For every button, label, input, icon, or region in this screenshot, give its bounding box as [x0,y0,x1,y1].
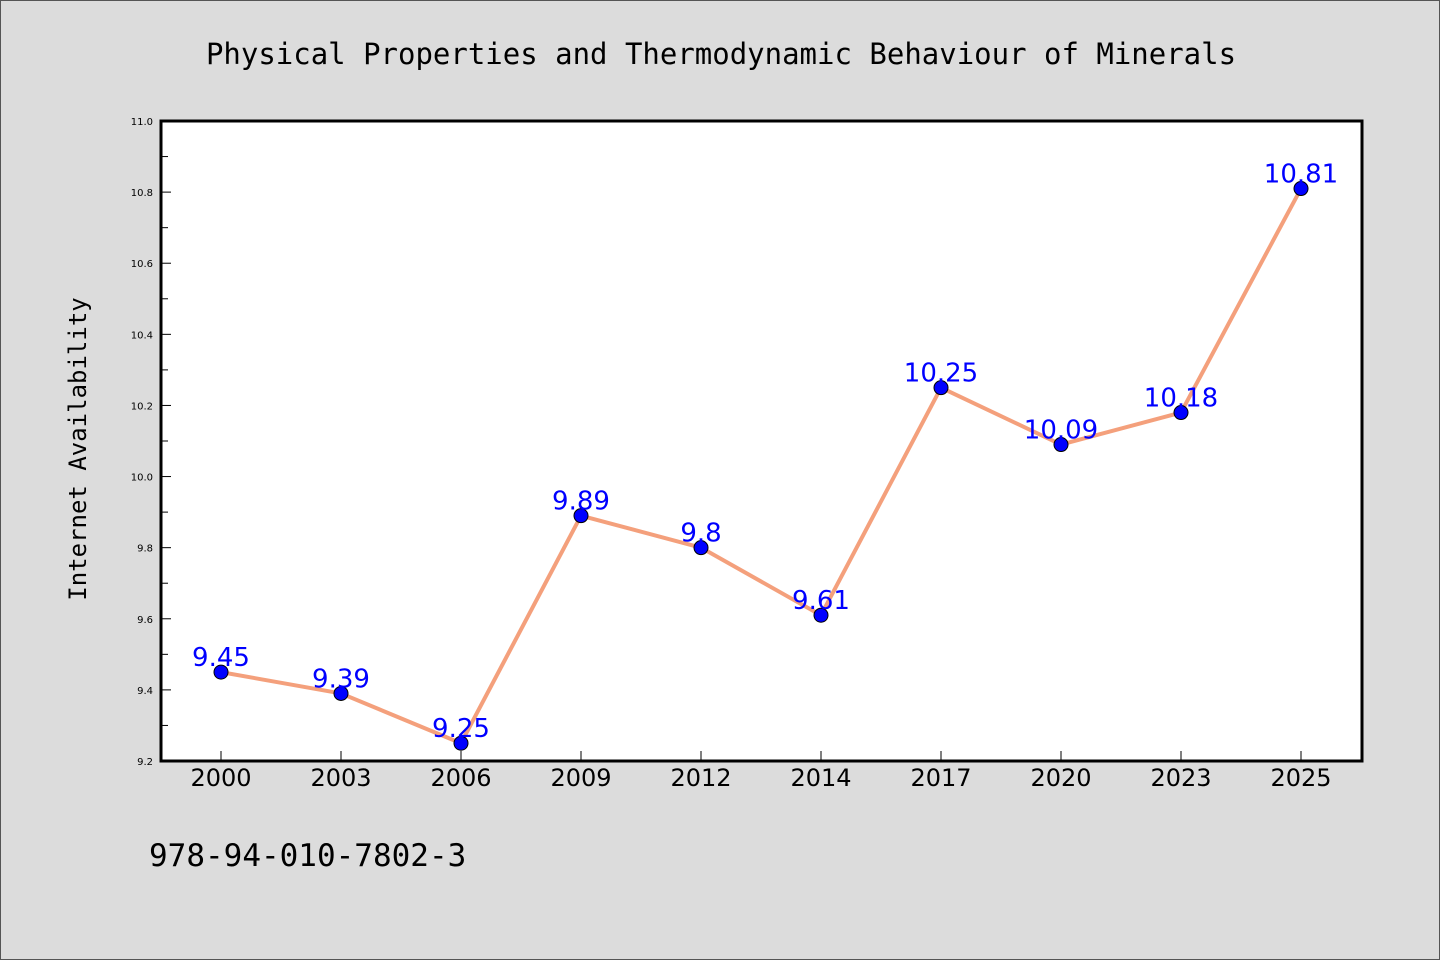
x-tick-label: 2012 [670,764,731,792]
data-point [1053,437,1069,453]
x-tick-label: 2006 [430,764,491,792]
data-point [1173,405,1189,421]
x-axis-ticks: 2000 2003 2006 2009 2012 2014 2017 2020 2023 2025 [190,751,1332,792]
plot-area [161,121,1362,761]
plot-frame [159,119,1364,763]
series-layer [213,181,1309,751]
data-point [1293,181,1309,197]
y-tick-label: 10.2 [131,401,153,412]
y-axis-ticks: 9.2 9.4 9.6 9.8 10.0 10.2 10.4 10.6 10.8 11.0 [131,117,171,768]
data-point [213,664,229,680]
data-point [693,540,709,556]
data-point-label: 10.25 [904,359,978,389]
data-point-label: 10.18 [1144,384,1218,414]
data-point-label: 9.89 [552,487,610,517]
data-point [333,685,349,701]
x-tick-label: 2000 [190,764,251,792]
y-tick-label: 10.0 [131,473,153,484]
y-tick-label: 10.8 [131,188,153,199]
data-point-label: 9.25 [432,714,490,744]
y-tick-label: 10.6 [131,259,153,270]
x-tick-label: 2014 [790,764,851,792]
x-tick-label: 2025 [1270,764,1331,792]
data-point-label: 9.61 [792,586,850,616]
y-tick-label: 10.4 [131,330,153,341]
data-labels: 9.45 9.39 9.25 9.89 9.8 9.61 10.25 10.09 10.18 10… [192,160,1338,745]
isbn-text: 978-94-010-7802-3 [149,838,466,874]
data-point [573,508,589,524]
data-point-label: 10.09 [1024,416,1098,446]
data-point [933,380,949,396]
x-tick-label: 2017 [910,764,971,792]
y-axis-label: Internet Availability [64,297,92,600]
y-tick-label: 9.6 [137,615,153,626]
data-point-label: 10.81 [1264,160,1338,190]
data-point-label: 9.8 [680,519,721,549]
data-point [453,735,469,751]
data-point-label: 9.39 [312,664,370,694]
y-tick-label: 9.8 [137,544,153,555]
data-point [813,607,829,623]
x-tick-label: 2020 [1030,764,1091,792]
chart-title: Physical Properties and Thermodynamic Be… [206,37,1236,71]
data-point-label: 9.45 [192,643,250,673]
x-tick-label: 2023 [1150,764,1211,792]
y-tick-label: 9.2 [137,757,153,768]
y-tick-label: 9.4 [137,686,153,697]
y-tick-label: 11.0 [131,117,153,128]
x-tick-label: 2003 [310,764,371,792]
series-line [219,186,1303,746]
x-tick-label: 2009 [550,764,611,792]
